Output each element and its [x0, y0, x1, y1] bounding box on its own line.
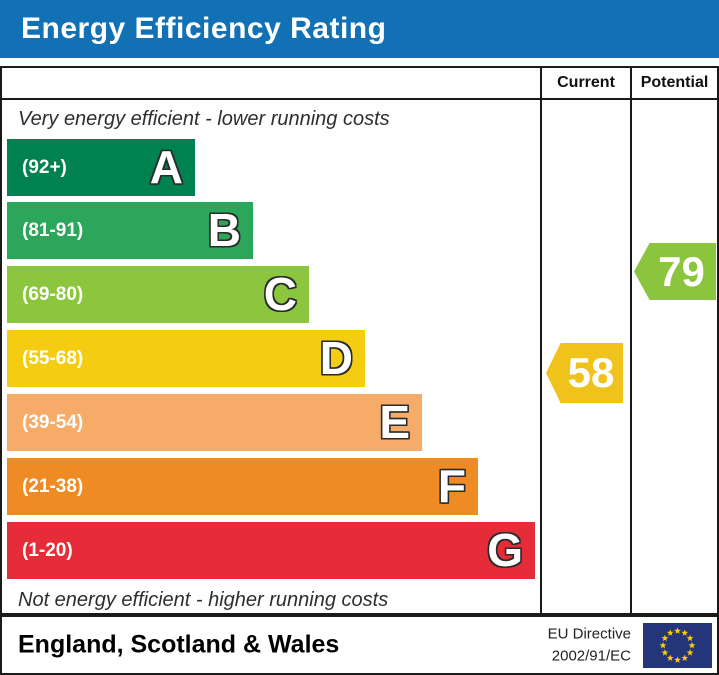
eu-directive-label: EU Directive 2002/91/EC — [548, 623, 631, 667]
band-range-label: (39-54) — [22, 411, 84, 433]
band-letter: G — [487, 523, 523, 576]
rating-table: Current Potential Very energy efficient … — [0, 66, 719, 615]
band-letter: F — [437, 459, 466, 512]
band-letter: C — [263, 267, 297, 320]
potential-rating-arrow: 79 — [634, 243, 716, 300]
current-column-header: Current — [557, 74, 615, 91]
page-title: Energy Efficiency Rating — [21, 12, 387, 45]
current-rating-value: 58 — [567, 349, 615, 396]
title-bar: Energy Efficiency Rating — [0, 0, 719, 58]
top-caption: Very energy efficient - lower running co… — [18, 108, 390, 130]
band-row-b: (81-91) B — [7, 202, 253, 259]
band-range-label: (69-80) — [22, 283, 84, 305]
current-rating-arrow: 58 — [546, 343, 623, 403]
footer-region-label: England, Scotland & Wales — [18, 630, 340, 659]
potential-column-divider — [630, 68, 632, 613]
table-header-row: Current Potential — [2, 68, 717, 100]
footer-bar: England, Scotland & Wales EU Directive 2… — [0, 615, 719, 675]
eu-directive-line1: EU Directive — [547, 625, 631, 643]
band-row-e: (39-54) E — [7, 394, 422, 451]
band-row-g: (1-20) G — [7, 522, 535, 579]
band-range-label: (21-38) — [22, 475, 84, 497]
band-range-label: (1-20) — [22, 539, 73, 561]
band-row-d: (55-68) D — [7, 330, 365, 387]
band-row-a: (92+) A — [7, 139, 195, 196]
band-letter: A — [149, 140, 183, 193]
band-range-label: (81-91) — [22, 219, 84, 241]
bottom-caption: Not energy efficient - higher running co… — [18, 589, 389, 611]
band-row-f: (21-38) F — [7, 458, 478, 515]
band-row-c: (69-80) C — [7, 266, 309, 323]
band-range-label: (55-68) — [22, 347, 84, 369]
current-column-divider — [540, 68, 542, 613]
potential-column-header: Potential — [640, 74, 709, 91]
eu-flag-icon — [643, 623, 712, 668]
eu-directive-line2: 2002/91/EC — [551, 647, 631, 664]
band-range-label: (92+) — [22, 156, 67, 178]
band-letter: D — [319, 331, 353, 384]
band-letter: B — [207, 203, 241, 256]
band-letter: E — [379, 395, 410, 448]
potential-rating-value: 79 — [658, 247, 705, 295]
